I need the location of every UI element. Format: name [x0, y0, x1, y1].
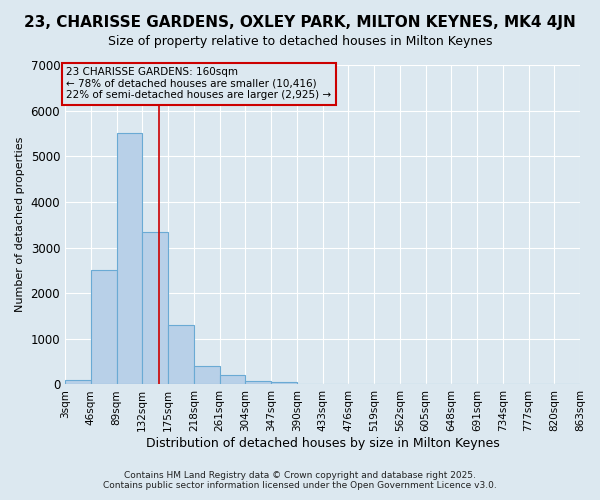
- Bar: [142, 232, 168, 384]
- Bar: [220, 376, 245, 384]
- Text: Contains HM Land Registry data © Crown copyright and database right 2025.
Contai: Contains HM Land Registry data © Crown c…: [103, 470, 497, 490]
- Bar: [116, 134, 142, 384]
- Bar: [245, 381, 271, 384]
- Bar: [91, 270, 116, 384]
- Text: Size of property relative to detached houses in Milton Keynes: Size of property relative to detached ho…: [108, 35, 492, 48]
- Text: 23 CHARISSE GARDENS: 160sqm
← 78% of detached houses are smaller (10,416)
22% of: 23 CHARISSE GARDENS: 160sqm ← 78% of det…: [66, 68, 331, 100]
- Text: 23, CHARISSE GARDENS, OXLEY PARK, MILTON KEYNES, MK4 4JN: 23, CHARISSE GARDENS, OXLEY PARK, MILTON…: [24, 15, 576, 30]
- Bar: [168, 325, 194, 384]
- Bar: [194, 366, 220, 384]
- Y-axis label: Number of detached properties: Number of detached properties: [15, 137, 25, 312]
- X-axis label: Distribution of detached houses by size in Milton Keynes: Distribution of detached houses by size …: [146, 437, 499, 450]
- Bar: [271, 382, 297, 384]
- Bar: [65, 380, 91, 384]
